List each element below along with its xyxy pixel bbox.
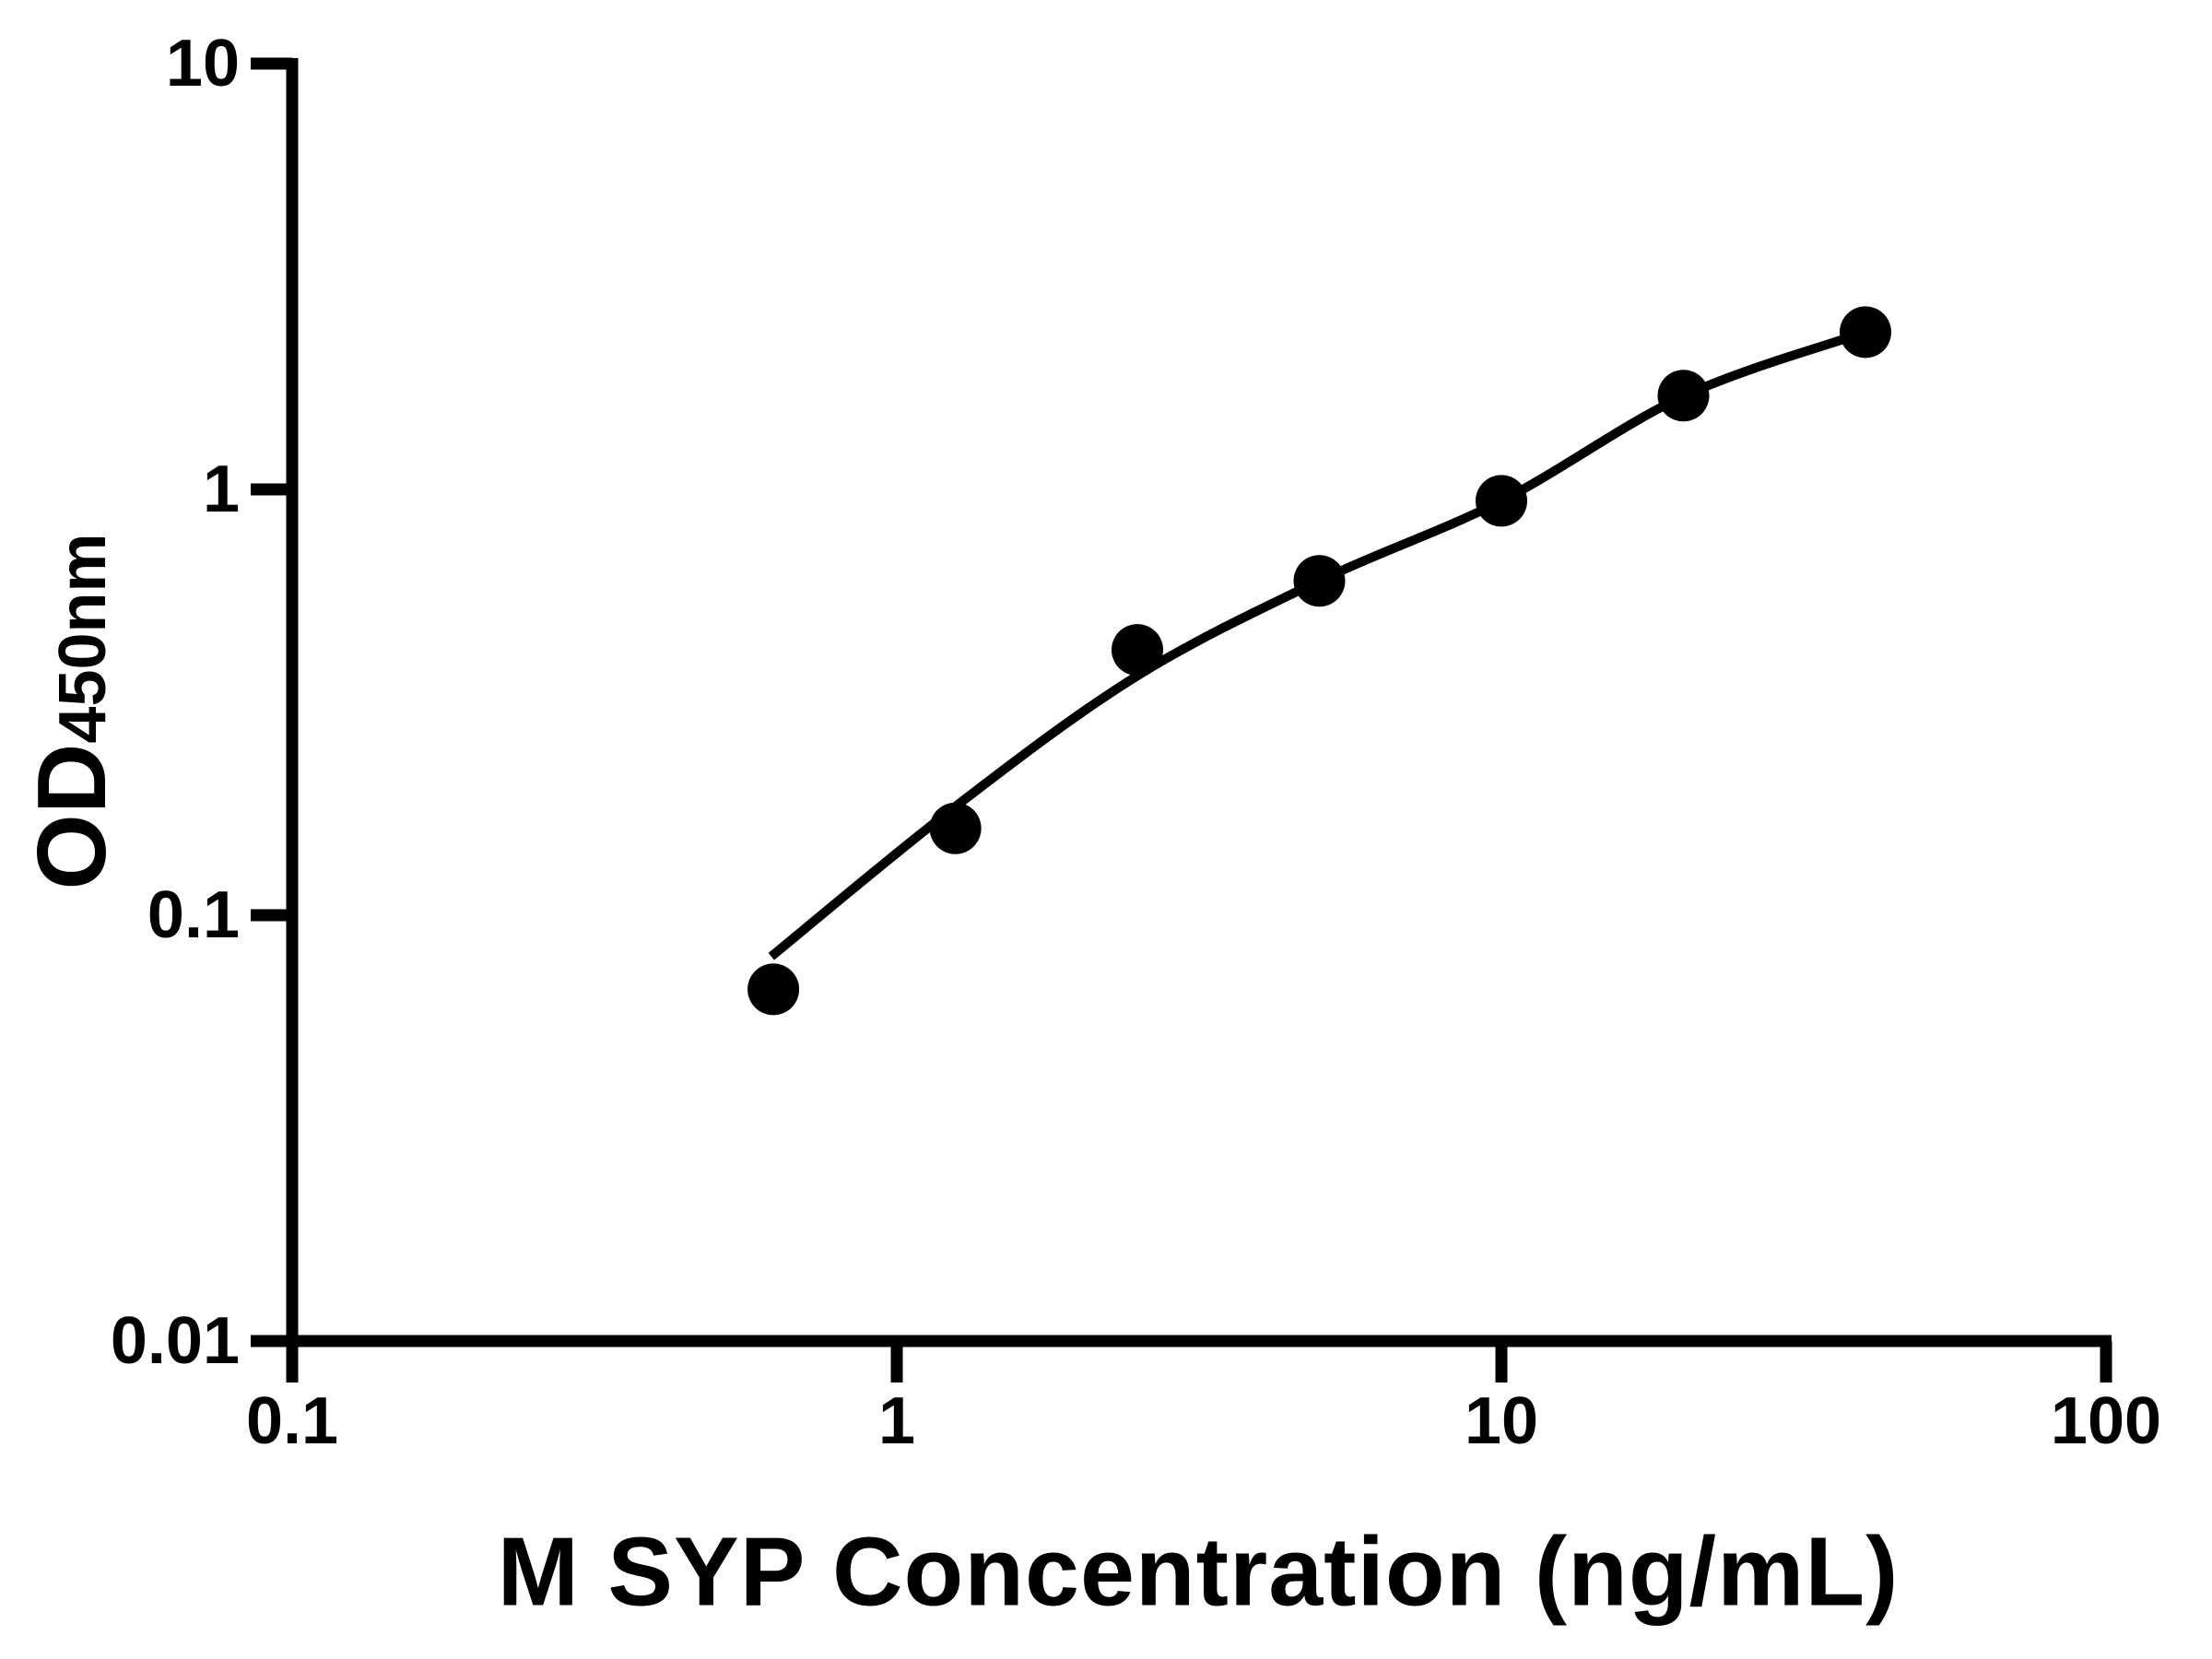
y-tick-label: 10 bbox=[165, 27, 240, 100]
data-point bbox=[929, 802, 982, 854]
data-point bbox=[1293, 555, 1346, 607]
data-point bbox=[1657, 370, 1710, 422]
x-tick-label: 10 bbox=[1464, 1384, 1539, 1458]
data-point bbox=[747, 963, 800, 1016]
y-axis-title-main: OD bbox=[18, 743, 126, 890]
y-tick-label: 0.01 bbox=[110, 1304, 240, 1378]
y-tick-label: 0.1 bbox=[147, 878, 240, 952]
x-tick-label: 0.1 bbox=[245, 1384, 339, 1458]
fit-curve-line bbox=[768, 327, 1867, 960]
x-tick-label: 1 bbox=[877, 1384, 916, 1458]
x-tick-label: 100 bbox=[2050, 1384, 2162, 1458]
data-point bbox=[1476, 475, 1527, 527]
data-point bbox=[1840, 306, 1891, 359]
y-axis-title-subscript: 450nm bbox=[46, 533, 120, 744]
axes-layer bbox=[251, 57, 2112, 1382]
y-tick-label: 1 bbox=[202, 453, 240, 526]
data-points-layer bbox=[747, 306, 1891, 1016]
data-point bbox=[1112, 624, 1163, 677]
x-axis-title: M SYP Concentration (ng/mL) bbox=[497, 1517, 1900, 1627]
y-axis-title: OD450nm bbox=[18, 533, 126, 889]
